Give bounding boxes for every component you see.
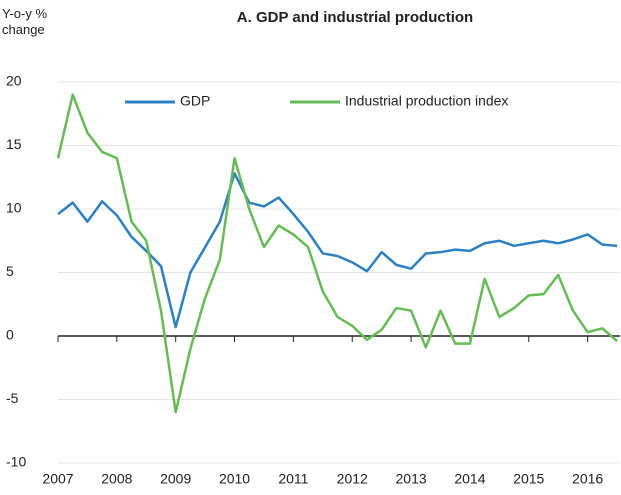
- series-line: [57, 172, 618, 329]
- y-axis-label: Y-o-y % change: [2, 6, 48, 37]
- x-tick-label: 2011: [278, 471, 308, 487]
- y-tick-label: -10: [6, 454, 26, 470]
- y-tick-label: 5: [6, 263, 14, 279]
- series-line: [56, 93, 618, 414]
- legend-label: Industrial production index: [345, 93, 508, 109]
- x-tick-label: 2013: [396, 471, 427, 487]
- x-tick-label: 2008: [101, 471, 132, 487]
- x-tick-label: 2010: [219, 471, 250, 487]
- y-tick-label: 20: [6, 73, 22, 89]
- y-tick-label: 10: [6, 200, 22, 216]
- chart-title: A. GDP and industrial production: [237, 9, 473, 26]
- x-tick-label: 2015: [513, 471, 544, 487]
- x-tick-label: 2007: [42, 471, 73, 487]
- legend-label: GDP: [180, 93, 210, 109]
- x-tick-label: 2009: [160, 471, 191, 487]
- x-tick-label: 2016: [572, 471, 603, 487]
- y-tick-label: -5: [6, 390, 19, 406]
- x-tick-label: 2014: [454, 471, 485, 487]
- x-tick-label: 2012: [337, 471, 368, 487]
- y-tick-label: 15: [6, 136, 22, 152]
- y-tick-label: 0: [6, 327, 14, 343]
